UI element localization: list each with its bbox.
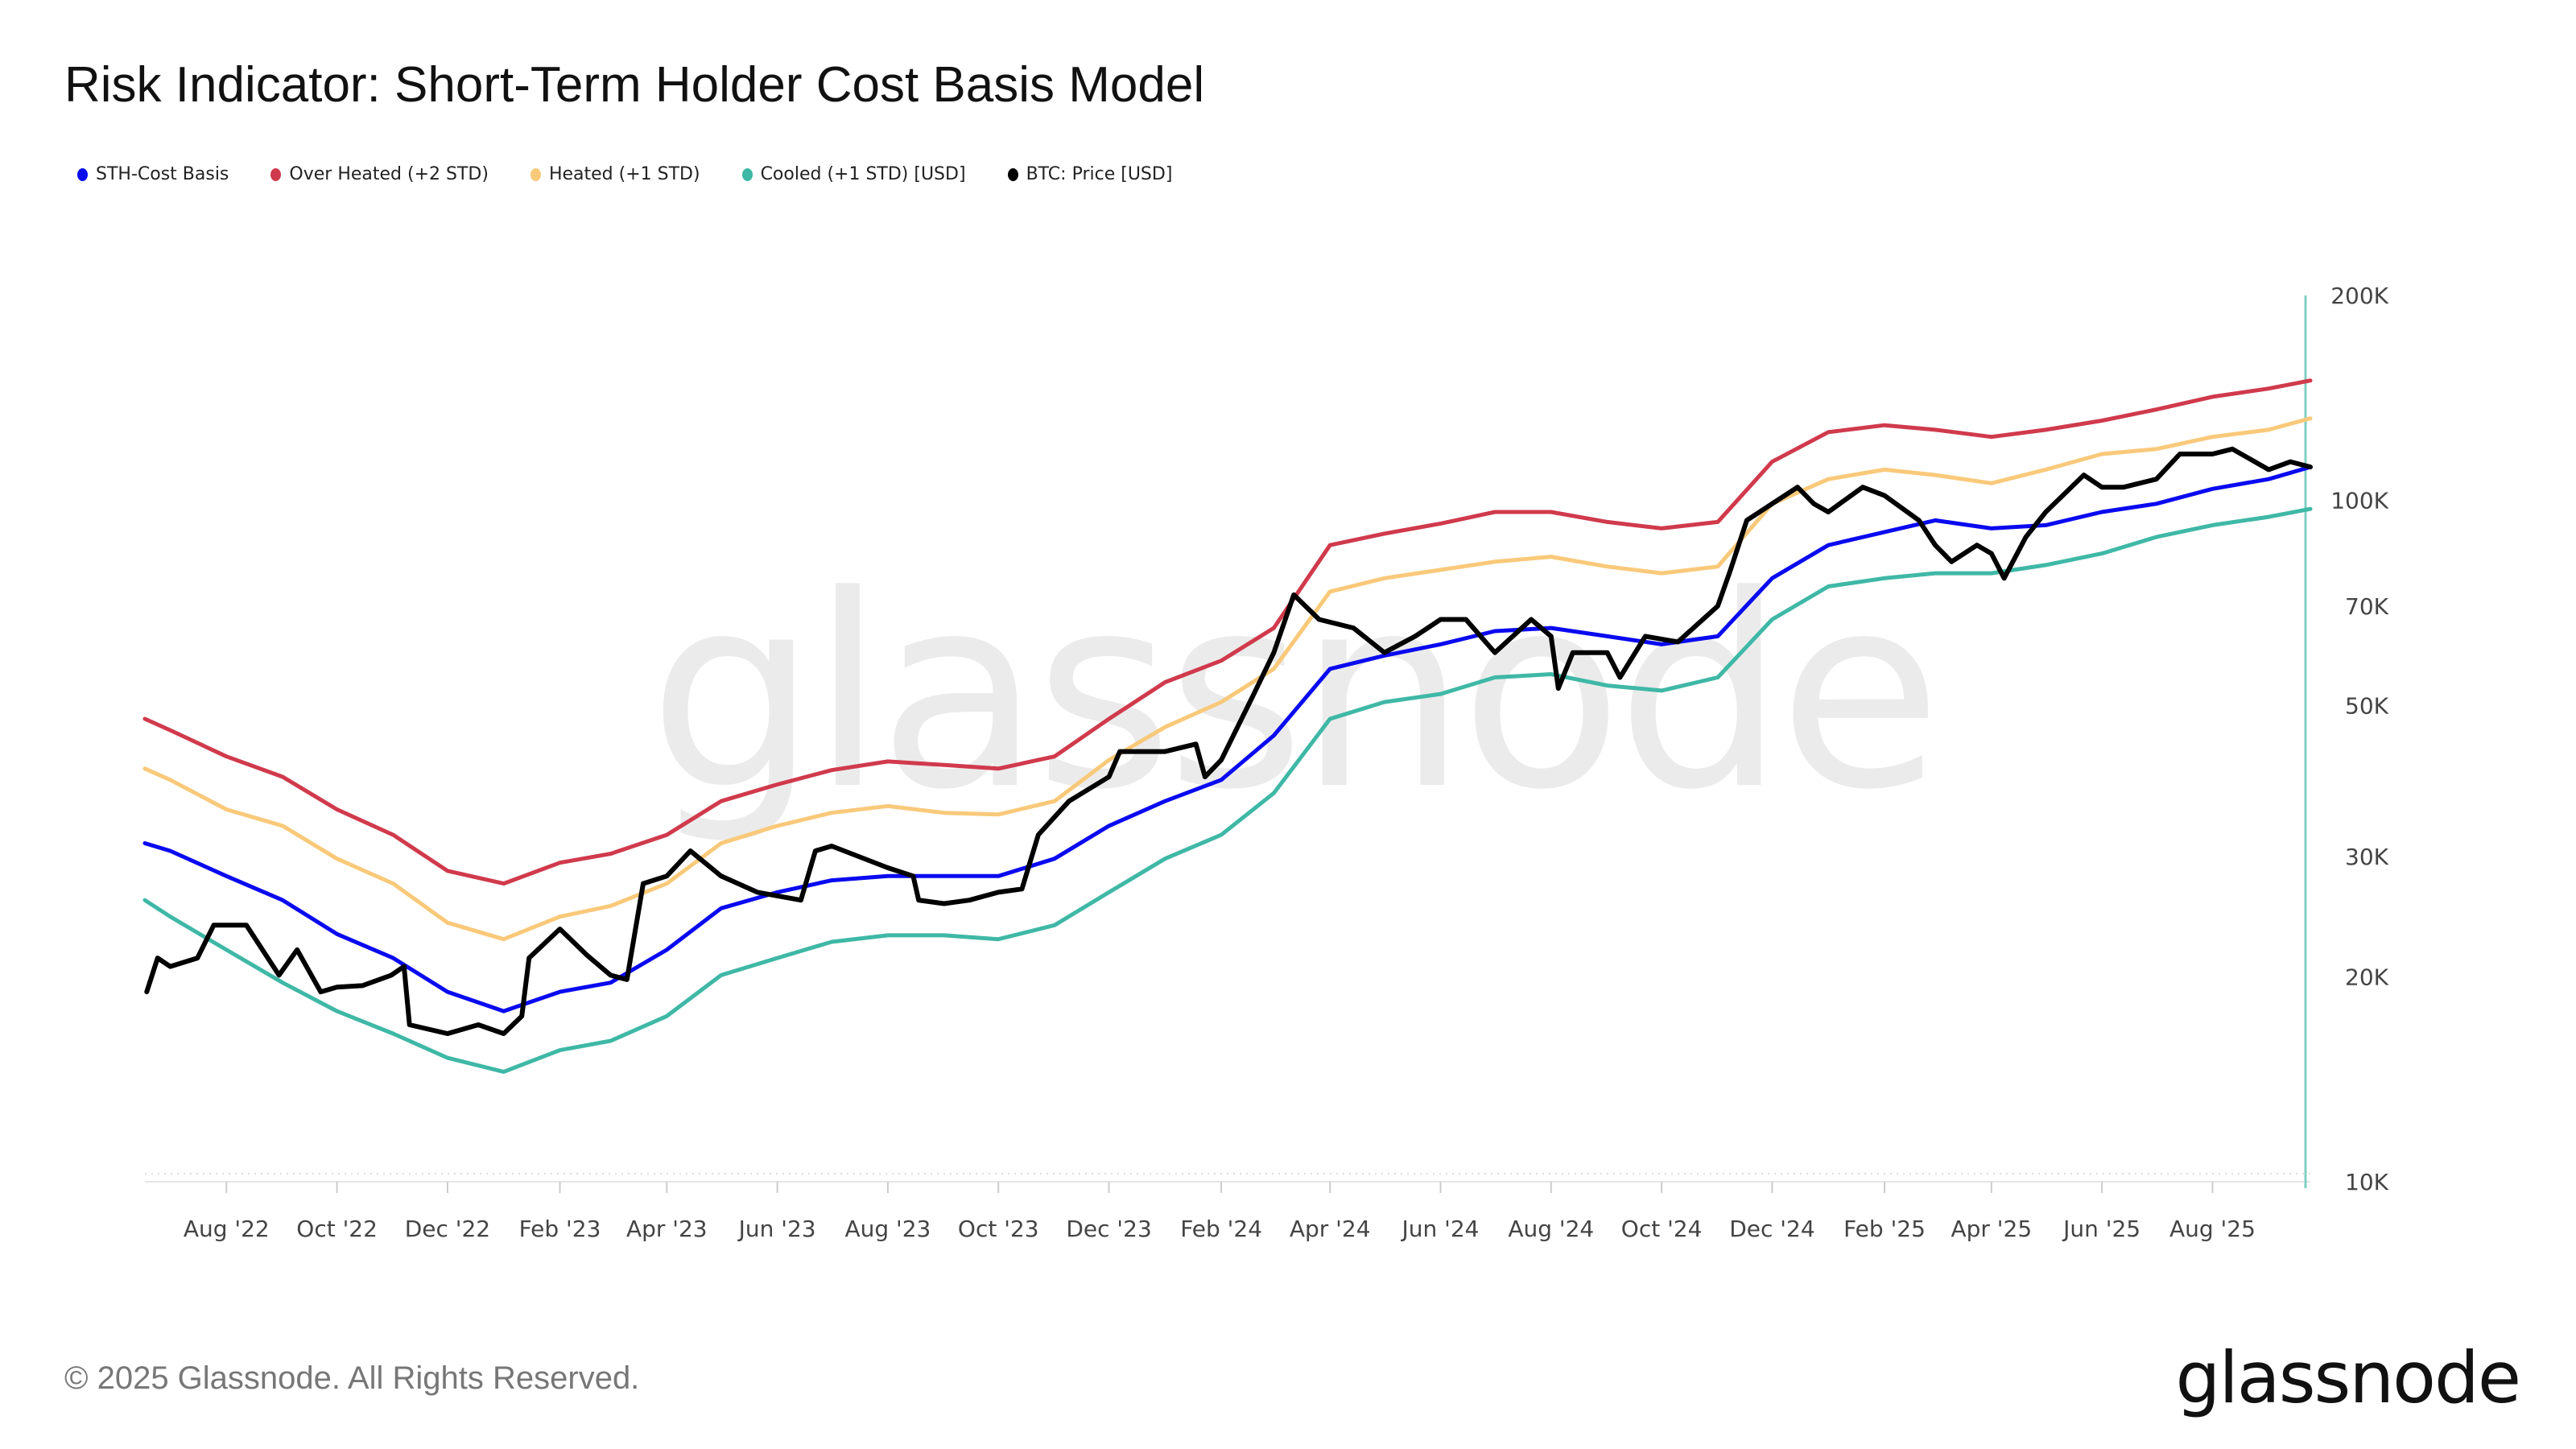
y-tick-label: 200K — [2330, 283, 2388, 309]
x-tick-label: Feb '23 — [519, 1216, 601, 1242]
legend-dot-icon — [77, 167, 88, 181]
x-tick-label: Apr '24 — [1290, 1216, 1371, 1242]
legend-item-btc-price[interactable]: BTC: Price [USD] — [1007, 164, 1173, 184]
legend-item-over-heated[interactable]: Over Heated (+2 STD) — [270, 164, 489, 184]
legend-label: BTC: Price [USD] — [1026, 164, 1173, 184]
x-tick-label: Apr '23 — [626, 1216, 708, 1242]
x-tick-label: Jun '24 — [1401, 1216, 1480, 1242]
legend-label: Over Heated (+2 STD) — [289, 164, 489, 184]
chart-title: Risk Indicator: Short-Term Holder Cost B… — [64, 57, 1205, 113]
legend-dot-icon — [530, 167, 541, 181]
y-tick-label: 30K — [2345, 844, 2389, 870]
legend-label: Heated (+1 STD) — [548, 164, 700, 184]
legend-label: Cooled (+1 STD) [USD] — [760, 164, 966, 184]
series-lines — [142, 378, 2313, 1074]
x-tick-label: Dec '24 — [1729, 1216, 1814, 1242]
x-tick-label: Apr '25 — [1951, 1216, 2032, 1242]
copyright-footer: © 2025 Glassnode. All Rights Reserved. — [64, 1360, 640, 1396]
x-tick-label: Jun '25 — [2062, 1216, 2140, 1242]
series-line-over-heated-2-std — [142, 378, 2313, 886]
series-line-cooled-1-std-usd — [142, 506, 2313, 1074]
legend: STH-Cost Basis Over Heated (+2 STD) Heat… — [77, 164, 1172, 184]
glassnode-logo: glassnode — [2175, 1336, 2521, 1419]
y-tick-label: 20K — [2345, 964, 2389, 990]
y-tick-label: 10K — [2345, 1169, 2389, 1195]
legend-label: STH-Cost Basis — [96, 164, 229, 184]
series-line-btc-price-usd — [144, 446, 2313, 1036]
legend-item-heated[interactable]: Heated (+1 STD) — [530, 164, 700, 184]
legend-dot-icon — [741, 167, 753, 181]
x-tick-label: Aug '25 — [2169, 1216, 2256, 1242]
x-tick-label: Oct '23 — [958, 1216, 1039, 1242]
x-tick-label: Oct '24 — [1621, 1216, 1703, 1242]
legend-dot-icon — [1007, 167, 1018, 181]
x-tick-label: Aug '23 — [844, 1216, 931, 1242]
legend-dot-icon — [270, 167, 282, 181]
series-line-sth-cost-basis — [142, 464, 2313, 1013]
x-tick-label: Dec '22 — [405, 1216, 490, 1242]
legend-item-cooled[interactable]: Cooled (+1 STD) [USD] — [741, 164, 966, 184]
x-tick-label: Aug '22 — [184, 1216, 270, 1242]
legend-item-sth-cost-basis[interactable]: STH-Cost Basis — [77, 164, 229, 184]
watermark: glassnode — [649, 539, 1936, 848]
y-tick-label: 70K — [2345, 593, 2389, 620]
x-tick-label: Dec '23 — [1066, 1216, 1151, 1242]
x-tick-label: Aug '24 — [1508, 1216, 1594, 1242]
series-line-heated-1-std — [142, 416, 2313, 942]
x-tick-label: Jun '23 — [737, 1216, 816, 1242]
x-tick-label: Feb '25 — [1843, 1216, 1926, 1242]
x-tick-label: Oct '22 — [296, 1216, 378, 1242]
axes: 200K 100K 70K 50K 30K 20K 10K Aug '22 Oct '22 Dec… — [145, 283, 2389, 1242]
x-tick-label: Feb '24 — [1180, 1216, 1262, 1242]
y-tick-label: 50K — [2345, 692, 2389, 719]
y-tick-label: 100K — [2330, 488, 2388, 514]
